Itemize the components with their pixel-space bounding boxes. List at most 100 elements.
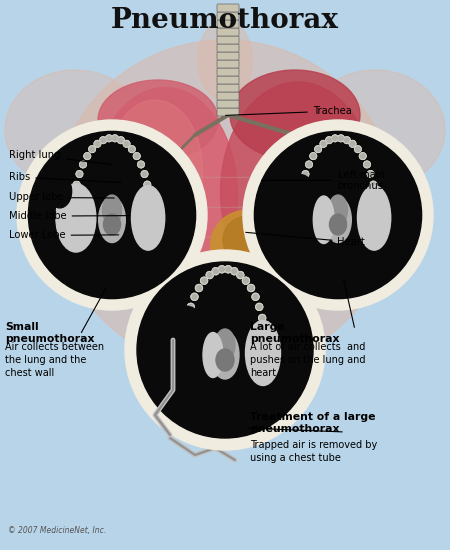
- Circle shape: [145, 183, 149, 186]
- Circle shape: [130, 147, 134, 151]
- Circle shape: [141, 170, 148, 178]
- Ellipse shape: [56, 184, 96, 252]
- Circle shape: [367, 170, 374, 178]
- Circle shape: [365, 162, 369, 167]
- Circle shape: [351, 142, 355, 146]
- Circle shape: [299, 194, 303, 198]
- Circle shape: [320, 140, 327, 147]
- Circle shape: [262, 328, 266, 332]
- Circle shape: [369, 172, 373, 176]
- Circle shape: [71, 192, 78, 200]
- FancyBboxPatch shape: [217, 52, 239, 60]
- Circle shape: [256, 303, 263, 311]
- Circle shape: [244, 278, 248, 283]
- Circle shape: [123, 140, 130, 147]
- Circle shape: [230, 267, 238, 275]
- Ellipse shape: [160, 306, 210, 378]
- Circle shape: [311, 154, 315, 158]
- Circle shape: [81, 162, 85, 167]
- Ellipse shape: [104, 214, 121, 235]
- FancyBboxPatch shape: [217, 60, 239, 68]
- Ellipse shape: [246, 321, 280, 386]
- Circle shape: [137, 161, 144, 168]
- Circle shape: [77, 172, 81, 176]
- Circle shape: [144, 181, 151, 188]
- Circle shape: [119, 138, 123, 142]
- Circle shape: [75, 183, 79, 186]
- Text: Heart: Heart: [246, 232, 365, 247]
- Circle shape: [301, 183, 305, 186]
- Text: Trapped air is removed by
using a chest tube: Trapped air is removed by using a chest …: [250, 440, 377, 463]
- Text: A lot of air collects  and
pushes on the lung and
heart: A lot of air collects and pushes on the …: [250, 342, 365, 378]
- Circle shape: [187, 303, 194, 311]
- Ellipse shape: [211, 331, 239, 379]
- Circle shape: [370, 181, 377, 188]
- Ellipse shape: [215, 329, 235, 361]
- Circle shape: [338, 135, 345, 142]
- Circle shape: [192, 295, 197, 299]
- Circle shape: [197, 286, 201, 290]
- Circle shape: [133, 152, 140, 160]
- Circle shape: [202, 278, 206, 283]
- Circle shape: [147, 194, 151, 198]
- Circle shape: [101, 138, 105, 142]
- Circle shape: [252, 293, 259, 301]
- Circle shape: [310, 152, 317, 160]
- FancyBboxPatch shape: [217, 108, 239, 116]
- Circle shape: [105, 135, 112, 142]
- Circle shape: [372, 192, 379, 200]
- Circle shape: [73, 181, 80, 188]
- Circle shape: [143, 172, 147, 176]
- Circle shape: [261, 326, 268, 334]
- Circle shape: [299, 194, 303, 198]
- Circle shape: [141, 170, 148, 178]
- Circle shape: [252, 293, 259, 301]
- Text: Pneumothorax: Pneumothorax: [111, 7, 339, 34]
- Circle shape: [237, 271, 244, 279]
- Circle shape: [195, 284, 203, 292]
- Circle shape: [325, 136, 333, 144]
- Circle shape: [184, 328, 188, 332]
- Circle shape: [99, 136, 107, 144]
- FancyBboxPatch shape: [217, 4, 239, 12]
- Circle shape: [327, 138, 331, 142]
- Circle shape: [303, 172, 307, 176]
- Circle shape: [195, 284, 203, 292]
- Circle shape: [226, 267, 230, 272]
- Circle shape: [185, 316, 190, 320]
- Circle shape: [339, 136, 343, 140]
- Circle shape: [135, 154, 139, 158]
- Circle shape: [359, 152, 366, 160]
- Text: Middle lobe: Middle lobe: [9, 211, 130, 221]
- Circle shape: [73, 181, 80, 188]
- Ellipse shape: [230, 70, 360, 160]
- Circle shape: [207, 273, 212, 277]
- Ellipse shape: [211, 210, 285, 280]
- Circle shape: [331, 135, 339, 142]
- Circle shape: [113, 136, 117, 140]
- Circle shape: [90, 147, 94, 151]
- Circle shape: [220, 267, 224, 272]
- Circle shape: [354, 146, 361, 153]
- Circle shape: [28, 131, 196, 299]
- Circle shape: [135, 154, 139, 158]
- Circle shape: [207, 273, 212, 277]
- Ellipse shape: [5, 70, 145, 190]
- FancyBboxPatch shape: [217, 92, 239, 100]
- Circle shape: [191, 293, 198, 301]
- Circle shape: [85, 154, 90, 158]
- Circle shape: [242, 277, 250, 284]
- Circle shape: [105, 135, 112, 142]
- Circle shape: [146, 192, 153, 200]
- Ellipse shape: [329, 214, 346, 235]
- Circle shape: [325, 136, 333, 144]
- Circle shape: [128, 146, 135, 153]
- Circle shape: [192, 295, 197, 299]
- Text: Left main
bronchus: Left main bronchus: [261, 169, 384, 191]
- Circle shape: [258, 314, 266, 322]
- Circle shape: [349, 140, 356, 147]
- Circle shape: [184, 314, 192, 322]
- Circle shape: [76, 170, 83, 178]
- Circle shape: [182, 326, 189, 334]
- Ellipse shape: [357, 185, 391, 250]
